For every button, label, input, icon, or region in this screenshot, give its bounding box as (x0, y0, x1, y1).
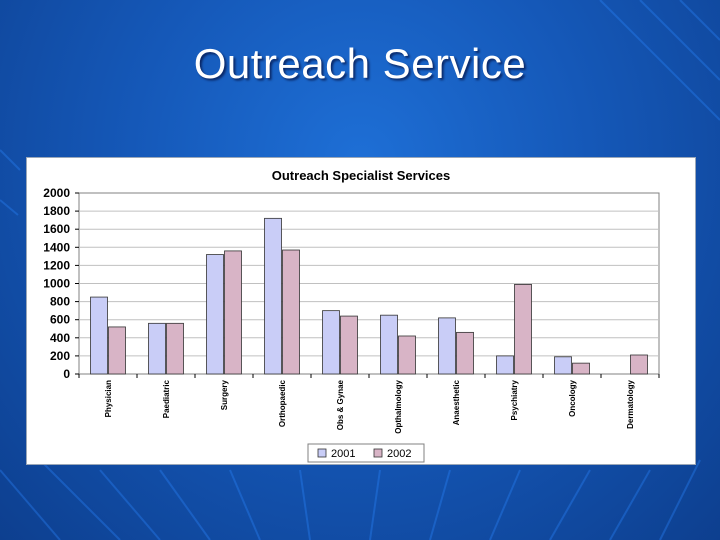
x-category-label: Surgery (220, 379, 229, 410)
legend-swatch-2001 (317, 448, 327, 458)
x-category-label: Opthalmology (394, 379, 403, 433)
x-category-label: Psychiatry (510, 379, 519, 420)
y-tick-label: 200 (50, 349, 70, 363)
bar-2001-paediatric (148, 322, 166, 375)
x-category-label: Orthopaedic (278, 379, 287, 427)
y-tick-label: 1600 (43, 222, 70, 236)
legend-swatch-2002 (373, 448, 383, 458)
legend-box (307, 443, 425, 463)
bar-2001-obs-gynae (322, 310, 340, 375)
chart-title: Outreach Specialist Services (272, 168, 450, 183)
x-category-label: Obs & Gynae (336, 379, 345, 430)
bar-2002-oncology (572, 362, 590, 375)
bar-2002-obs-gynae (340, 315, 358, 375)
y-tick-label: 400 (50, 331, 70, 345)
bars (90, 217, 648, 375)
x-category-label: Physician (104, 380, 113, 417)
y-tick-label: 1800 (43, 204, 70, 218)
bar-2001-surgery (206, 254, 224, 375)
bar-2002-opthalmology (398, 335, 416, 375)
bar-2002-anaesthetic (456, 331, 474, 375)
bar-2001-orthopaedic (264, 217, 282, 375)
bar-2001-opthalmology (380, 314, 398, 375)
x-category-label: Anaesthetic (452, 379, 461, 425)
x-axis-labels: Physician Paediatric Surgery Orthopaedic Obs… (78, 374, 660, 434)
y-tick-label: 1000 (43, 277, 70, 291)
y-tick-label: 0 (63, 367, 70, 381)
bar-2002-orthopaedic (282, 249, 300, 375)
bar-2002-physician (108, 326, 126, 375)
bar-chart: Outreach Specialist Services 20001800160… (43, 168, 660, 463)
y-tick-label: 2000 (43, 186, 70, 200)
bar-2002-dermatology (630, 354, 648, 375)
bar-2001-anaesthetic (438, 317, 456, 375)
bar-2002-paediatric (166, 322, 184, 375)
bar-2001-physician (90, 296, 108, 375)
bar-2001-oncology (554, 356, 572, 375)
x-category-label: Dermatology (626, 379, 635, 428)
bar-2001-psychiatry (496, 355, 514, 375)
bar-2002-psychiatry (514, 284, 532, 375)
legend: 2001 2002 (307, 443, 425, 463)
legend-label-2001: 2001 (331, 448, 355, 460)
bar-2002-surgery (224, 250, 242, 375)
y-tick-label: 1400 (43, 240, 70, 254)
y-tick-label: 1200 (43, 258, 70, 272)
chart-panel: Outreach Specialist Services 2000 1800 160… (26, 157, 696, 465)
legend-label-2002: 2002 (387, 448, 411, 460)
y-tick-label: 800 (50, 295, 70, 309)
x-category-label: Oncology (568, 379, 577, 416)
x-category-label: Paediatric (162, 379, 171, 418)
y-tick-label: 600 (50, 313, 70, 327)
slide-title: Outreach Service (193, 40, 527, 87)
